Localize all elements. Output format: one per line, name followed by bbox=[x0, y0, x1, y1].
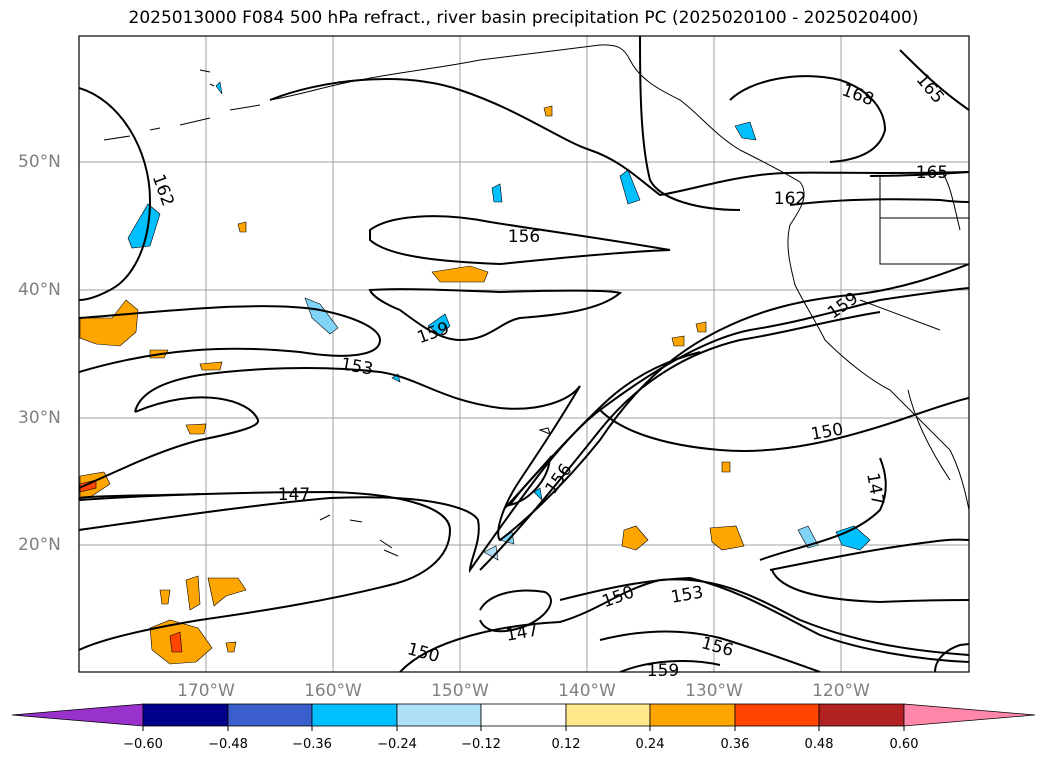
lon-label: 120°W bbox=[812, 681, 870, 701]
orange-patch bbox=[185, 575, 201, 611]
contour-label: 147 bbox=[278, 485, 310, 505]
blue-patch bbox=[215, 81, 223, 95]
lat-label: 40°N bbox=[18, 280, 61, 300]
blue-patch bbox=[304, 297, 339, 335]
blue-patch bbox=[533, 487, 543, 501]
height-contours bbox=[79, 36, 969, 672]
orange-patch bbox=[185, 423, 207, 435]
orange-patch bbox=[207, 577, 247, 607]
colorbar-bin bbox=[734, 703, 820, 727]
graticule bbox=[79, 36, 969, 672]
contour-label: 162 bbox=[774, 189, 806, 209]
orange-patch bbox=[159, 589, 171, 605]
colorbar-label: 0.60 bbox=[889, 737, 919, 752]
orange-patch bbox=[695, 321, 707, 333]
orange-patch bbox=[671, 335, 685, 347]
contour-label: 150 bbox=[809, 419, 844, 444]
lon-label: 150°W bbox=[431, 681, 489, 701]
colorbar-label: −0.60 bbox=[123, 737, 163, 752]
orange-patch bbox=[225, 641, 237, 653]
blue-patch bbox=[734, 121, 757, 141]
contour-label: 156 bbox=[508, 227, 540, 247]
blue-patch bbox=[619, 169, 641, 205]
coastlines bbox=[103, 44, 969, 557]
colorbar-label: −0.12 bbox=[461, 737, 501, 752]
colorbar bbox=[11, 703, 1036, 731]
contour-label: 150 bbox=[600, 582, 637, 612]
lat-label: 30°N bbox=[18, 408, 61, 428]
colorbar-bin bbox=[396, 703, 482, 727]
colorbar-bin bbox=[818, 703, 905, 727]
orange-patch bbox=[621, 525, 649, 551]
colorbar-bin bbox=[142, 703, 229, 727]
contour-label: 153 bbox=[669, 582, 704, 607]
contour-label: 153 bbox=[339, 354, 374, 379]
lon-label: 160°W bbox=[304, 681, 362, 701]
lat-label: 20°N bbox=[18, 535, 61, 555]
colorbar-label: 0.24 bbox=[635, 737, 665, 752]
map-frame bbox=[78, 35, 970, 673]
contour-label: 168 bbox=[839, 80, 876, 110]
orange-patch bbox=[543, 105, 553, 117]
colorbar-bin bbox=[649, 703, 736, 727]
orange-patch bbox=[721, 461, 731, 473]
lon-label: 130°W bbox=[685, 681, 743, 701]
lat-label: 50°N bbox=[18, 152, 61, 172]
blue-patch bbox=[797, 525, 819, 549]
map-panel bbox=[79, 36, 969, 672]
colorbar-bin bbox=[480, 703, 567, 727]
blue-patch bbox=[127, 203, 161, 249]
contour-label: 165 bbox=[912, 70, 948, 108]
colorbar-extend-high bbox=[903, 703, 1036, 727]
lon-label: 170°W bbox=[177, 681, 235, 701]
contour-label: 159 bbox=[647, 661, 679, 681]
colorbar-bin bbox=[565, 703, 651, 727]
contour-label: 147 bbox=[862, 471, 887, 506]
colorbar-label: 0.12 bbox=[551, 737, 581, 752]
contour-label: 156 bbox=[699, 633, 736, 661]
map-title: 2025013000 F084 500 hPa refract., river … bbox=[128, 8, 919, 28]
contour-label: 165 bbox=[916, 163, 948, 183]
blue-patch bbox=[427, 313, 451, 336]
colorbar-extend-low bbox=[11, 703, 144, 727]
orange-patch bbox=[709, 525, 745, 551]
precip-shading bbox=[79, 81, 871, 665]
red-patch bbox=[169, 631, 183, 653]
colorbar-label: −0.36 bbox=[292, 737, 332, 752]
orange-patch bbox=[199, 361, 223, 371]
colorbar-bin bbox=[311, 703, 398, 727]
contour-label: 162 bbox=[148, 172, 178, 209]
orange-patch bbox=[431, 265, 489, 283]
lon-label: 140°W bbox=[558, 681, 616, 701]
blue-patch bbox=[491, 183, 503, 203]
colorbar-label: 0.48 bbox=[804, 737, 834, 752]
orange-patch bbox=[79, 299, 139, 347]
orange-patch bbox=[237, 221, 247, 233]
contour-label: 147 bbox=[504, 620, 539, 645]
colorbar-label: 0.36 bbox=[720, 737, 750, 752]
colorbar-label: −0.24 bbox=[377, 737, 417, 752]
contour-label: 159 bbox=[415, 318, 452, 348]
colorbar-label: −0.48 bbox=[208, 737, 248, 752]
colorbar-bin bbox=[227, 703, 313, 727]
